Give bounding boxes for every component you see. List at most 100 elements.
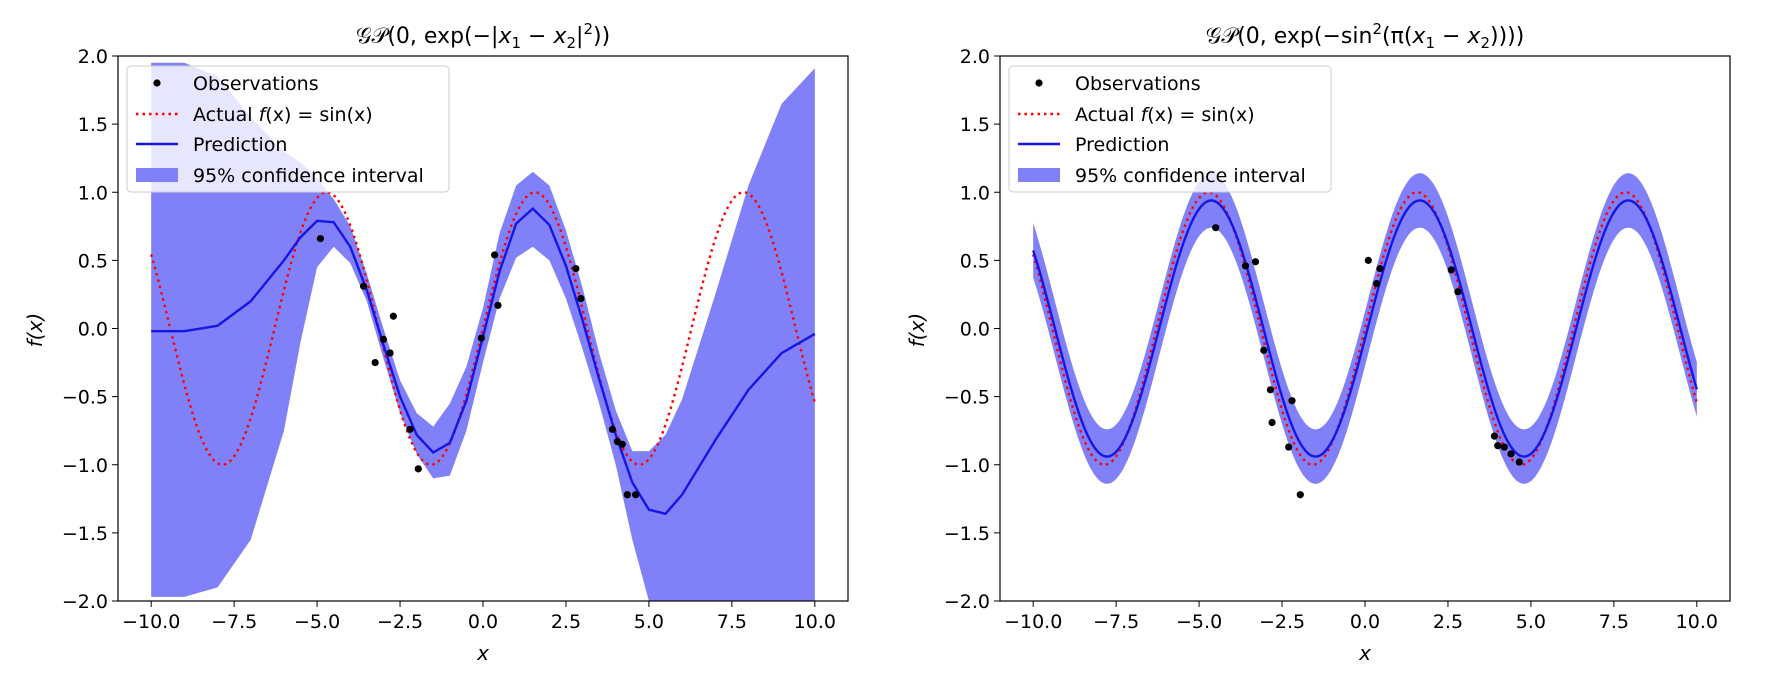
observation-point (1251, 258, 1260, 266)
x-tick-label: −5.0 (1176, 611, 1222, 633)
observations-left (316, 234, 640, 499)
observation-point (618, 440, 626, 448)
observation-point (414, 465, 422, 473)
legend-actual-left: Actual f(x) = sin(x) (193, 104, 373, 126)
x-tick-label: 5.0 (634, 611, 664, 633)
observation-point (1241, 262, 1250, 270)
prediction-line-right (1032, 199, 1698, 458)
observation-point (379, 335, 388, 343)
x-tick-label: 0.0 (468, 611, 498, 633)
x-axis-label-left: x (476, 641, 489, 665)
observation-point (1494, 442, 1502, 450)
observation-point (1260, 346, 1268, 354)
observation-point (1285, 443, 1293, 451)
observation-point (359, 282, 368, 290)
y-tick-label: −2.0 (944, 591, 990, 613)
observation-point (389, 312, 398, 320)
legend-observations-marker-left (153, 79, 161, 87)
legend-observations-left: Observations (193, 73, 319, 95)
y-tick-label: 1.0 (960, 182, 990, 204)
observation-point (632, 491, 640, 499)
x-tick-label: 2.5 (551, 611, 581, 633)
observation-point (477, 334, 485, 342)
y-tick-label: −1.5 (944, 523, 990, 545)
y-tick-label: 0.5 (78, 250, 108, 272)
y-ticks-right: −2.0 −1.5 −1.0 −0.5 0.0 0.5 1.0 1.5 2.0 (944, 46, 1000, 613)
observation-point (1507, 450, 1515, 458)
x-ticks-left: −10.0 −7.5 −5.0 −2.5 0.0 2.5 5.0 7.5 10.0 (122, 601, 836, 633)
legend-box-right (1008, 65, 1332, 193)
observation-point (1447, 266, 1455, 274)
x-axis-label-right: x (1358, 641, 1371, 665)
x-tick-label: 7.5 (1599, 611, 1629, 633)
legend-ci-right: 95% confidence interval (1075, 165, 1306, 187)
y-axis-label-left: f(x) (23, 313, 47, 347)
observation-point (491, 251, 499, 259)
legend-actual-right: Actual f(x) = sin(x) (1075, 104, 1255, 126)
y-tick-label: 1.0 (78, 182, 108, 204)
observation-point (406, 425, 414, 433)
y-tick-label: −2.0 (62, 591, 108, 613)
observation-point (577, 294, 585, 303)
legend-ci-marker-left (136, 168, 178, 182)
y-tick-label: 2.0 (78, 46, 108, 68)
observation-point (316, 234, 325, 243)
x-tick-label: 0.0 (1350, 611, 1380, 633)
x-tick-label: 2.5 (1433, 611, 1463, 633)
observation-point (386, 349, 394, 357)
legend-observations-right: Observations (1075, 73, 1201, 95)
chart-right: −10.0 −7.5 −5.0 −2.5 0.0 2.5 5.0 7.5 10.0 −2.0 −1… (905, 20, 1731, 665)
x-tick-label: −2.5 (377, 611, 423, 633)
x-tick-label: −5.0 (294, 611, 340, 633)
y-ticks-left: −2.0 −1.5 −1.0 −0.5 0.0 0.5 1.0 1.5 2.0 (62, 46, 118, 613)
observation-point (1288, 397, 1296, 405)
observation-point (572, 264, 580, 273)
y-tick-label: 1.5 (960, 114, 990, 136)
chart-title-left: 𝒢𝒫(0, exp(−|x1 − x2|2)) (356, 20, 610, 52)
plot-area-right (1032, 173, 1698, 499)
x-tick-label: −10.0 (122, 611, 180, 633)
observation-point (1490, 432, 1499, 440)
x-tick-label: −10.0 (1004, 611, 1062, 633)
y-axis-label-right: f(x) (905, 313, 929, 347)
legend-ci-marker-right (1018, 168, 1060, 182)
legend-prediction-right: Prediction (1075, 134, 1169, 156)
observation-point (608, 425, 617, 433)
observation-point (1500, 443, 1508, 451)
x-tick-label: −7.5 (211, 611, 257, 633)
observation-point (1268, 418, 1276, 427)
x-tick-label: 10.0 (1676, 611, 1718, 633)
x-tick-label: 7.5 (717, 611, 747, 633)
y-tick-label: −0.5 (944, 387, 990, 409)
chart-title-right: 𝒢𝒫(0, exp(−sin2(π(x1 − x2)))) (1206, 20, 1525, 52)
legend-box-left (126, 65, 450, 193)
y-tick-label: 1.5 (78, 114, 108, 136)
chart-left: −10.0 −7.5 −5.0 −2.5 0.0 2.5 5.0 7.5 10.0 −2.0 −1… (23, 20, 849, 665)
y-tick-label: −1.0 (944, 455, 990, 477)
observation-point (623, 491, 631, 499)
y-tick-label: 2.0 (960, 46, 990, 68)
y-tick-label: 0.0 (960, 319, 990, 341)
y-tick-label: −1.5 (62, 523, 108, 545)
legend-observations-marker-right (1035, 79, 1043, 87)
x-tick-label: 10.0 (794, 611, 836, 633)
observations-right (1212, 224, 1523, 499)
observation-point (1364, 256, 1372, 264)
legend-right: Observations Actual f(x) = sin(x) Predic… (1008, 65, 1332, 193)
observation-point (1266, 386, 1275, 394)
observation-point (1212, 224, 1220, 232)
observation-point (494, 301, 502, 309)
legend-left: Observations Actual f(x) = sin(x) Predic… (126, 65, 450, 193)
confidence-band-right (1033, 173, 1697, 484)
observation-point (1373, 279, 1381, 288)
observation-point (1296, 491, 1304, 499)
legend-ci-left: 95% confidence interval (193, 165, 424, 187)
y-tick-label: 0.0 (78, 319, 108, 341)
observation-point (1376, 264, 1384, 273)
x-tick-label: −7.5 (1093, 611, 1139, 633)
x-ticks-right: −10.0 −7.5 −5.0 −2.5 0.0 2.5 5.0 7.5 10.0 (1004, 601, 1718, 633)
legend-prediction-left: Prediction (193, 134, 287, 156)
x-tick-label: 5.0 (1516, 611, 1546, 633)
observation-point (1515, 458, 1523, 466)
